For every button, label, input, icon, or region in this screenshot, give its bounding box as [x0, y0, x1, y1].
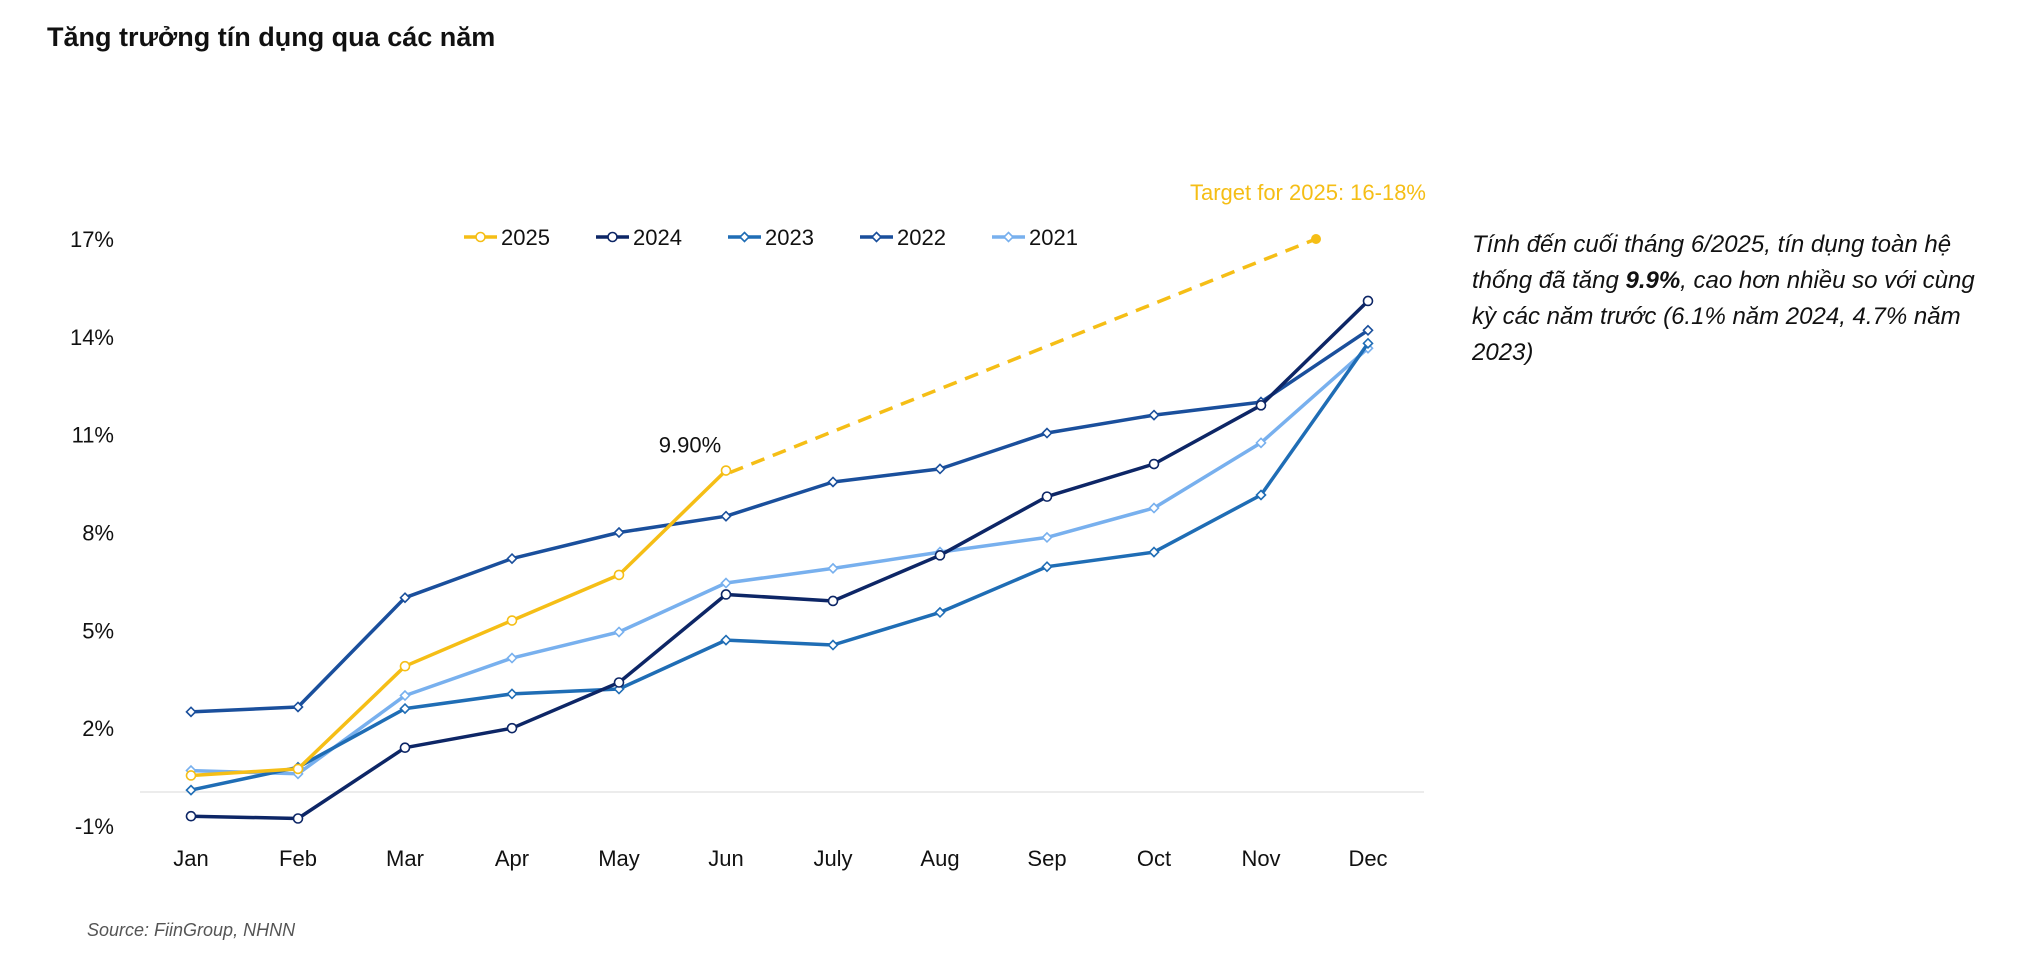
series-2025-point: [613, 569, 625, 581]
series-2021-line: [189, 346, 1370, 776]
x-tick-label: May: [598, 846, 640, 871]
legend-label: 2022: [897, 225, 946, 250]
series-2025-point: [292, 763, 304, 775]
series-2024-point: [185, 810, 197, 822]
annotation-text-part-1: Tính đến cuối tháng 6/2025, tín dụng toà…: [1472, 231, 1952, 294]
series-2025-point: [720, 465, 732, 476]
series-2025-line: [189, 468, 728, 778]
series-2024-point: [934, 550, 946, 561]
x-tick-label: Feb: [279, 846, 317, 871]
x-tick-label: Aug: [920, 846, 959, 871]
target-label: Target for 2025: 16-18%: [1190, 180, 1426, 205]
x-tick-label: Mar: [386, 846, 424, 871]
series-2024-point: [720, 589, 732, 600]
chart-title: Tăng trưởng tín dụng qua các năm: [47, 22, 496, 52]
series-2022-point: [399, 592, 411, 604]
series-2021-point: [1255, 437, 1267, 449]
y-tick-label: 14%: [70, 325, 114, 350]
series-2022-point: [185, 706, 197, 718]
series-2021-point: [399, 689, 411, 702]
series-2024-point: [506, 722, 518, 734]
series-2022-line: [189, 328, 1370, 714]
series-2025-point: [399, 660, 411, 672]
legend-swatch-marker: [607, 231, 618, 243]
series-2021-point: [1148, 502, 1160, 514]
series-2024-point: [827, 595, 839, 607]
x-tick-label: Oct: [1137, 846, 1171, 871]
series-2022-point: [720, 510, 732, 522]
series-2021-point: [720, 577, 732, 589]
x-tick-label: July: [813, 846, 852, 871]
target-dashed-line: [729, 237, 1317, 475]
legend-label: 2021: [1029, 225, 1078, 250]
series-2021-point: [827, 562, 839, 575]
series-2022-point: [1041, 427, 1053, 439]
series-2023-point: [1148, 546, 1160, 558]
series-2023-point: [399, 702, 411, 715]
series-2024-line: [189, 299, 1370, 821]
series-2023-point: [827, 639, 839, 651]
series-2022-point: [506, 552, 518, 565]
series-2024-point: [399, 742, 411, 754]
series-2023-point: [934, 606, 946, 619]
series-2021-point: [613, 626, 625, 638]
series-2025-point: [185, 770, 197, 781]
y-tick-label: 8%: [82, 521, 114, 546]
legend-label: 2024: [633, 225, 682, 250]
series-2023-point: [506, 688, 518, 700]
legend-swatch-marker: [475, 231, 486, 243]
series-2022-point: [1148, 409, 1160, 421]
series-2023-point: [1255, 489, 1267, 501]
series-2024-point: [292, 813, 304, 824]
x-tick-label: Nov: [1241, 846, 1280, 871]
annotation-text: Tính đến cuối tháng 6/2025, tín dụng toà…: [1472, 227, 1992, 371]
series-2021-point: [1041, 531, 1053, 544]
series-2021-point: [506, 652, 518, 664]
series-2023-point: [1362, 337, 1374, 349]
series-2023-line: [189, 341, 1370, 792]
legend-swatch-marker: [738, 231, 751, 243]
series-2024-point: [613, 677, 625, 688]
series-2022-point: [827, 476, 839, 488]
series-2023-point: [185, 784, 197, 796]
data-label: 9.90%: [659, 433, 721, 458]
x-tick-label: Apr: [495, 846, 529, 871]
series-2022-point: [613, 526, 625, 539]
x-tick-label: Jun: [708, 846, 743, 871]
x-tick-label: Jan: [173, 846, 208, 871]
series-2024-point: [1041, 491, 1053, 502]
annotation-text-part-2: , cao hơn nhiều so với cùng kỳ các năm t…: [1472, 267, 1975, 366]
y-tick-label: 5%: [82, 618, 114, 643]
series-2022-point: [1362, 324, 1374, 336]
series-2022-point: [292, 701, 304, 713]
series-2024-point: [1148, 458, 1160, 470]
y-tick-label: 11%: [72, 423, 114, 448]
legend-label: 2025: [501, 225, 550, 250]
series-2024-point: [1362, 295, 1374, 307]
y-tick-label: 17%: [70, 227, 114, 252]
y-tick-label: -1%: [75, 814, 114, 839]
target-point: [1311, 234, 1321, 244]
series-2024-point: [1255, 400, 1267, 411]
series-2022-point: [934, 463, 946, 475]
legend-swatch-marker: [870, 231, 883, 243]
y-tick-label: 2%: [82, 716, 114, 741]
series-2023-point: [1041, 561, 1053, 573]
x-tick-label: Sep: [1027, 846, 1066, 871]
x-tick-label: Dec: [1348, 846, 1387, 871]
source-note: Source: FiinGroup, NHNN: [87, 920, 296, 940]
series-2023-point: [720, 634, 732, 646]
annotation-highlight-value: 9.9%: [1625, 267, 1681, 294]
series-2025-point: [506, 615, 518, 626]
legend-swatch-marker: [1002, 231, 1015, 243]
legend-label: 2023: [765, 225, 814, 250]
